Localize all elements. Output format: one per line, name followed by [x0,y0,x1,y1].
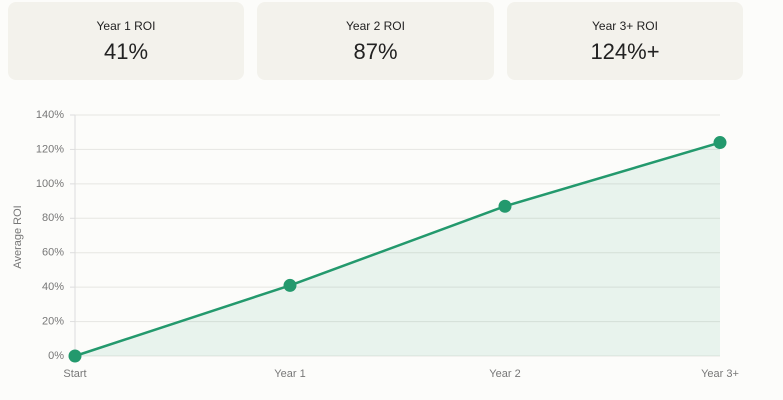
stat-card: Year 3+ ROI 124%+ [507,2,743,80]
x-tick-label: Start [63,368,86,380]
y-tick-label: 0% [48,350,64,362]
card-value: 87% [353,39,398,64]
y-tick-label: 40% [42,281,64,293]
y-tick-label: 100% [36,178,64,190]
card-value: 41% [103,39,149,64]
x-tick-label: Year 1 [274,368,305,380]
y-tick-label: 20% [42,315,64,327]
card-label: Year 3+ ROI [592,19,658,33]
y-tick-label: 120% [36,143,64,155]
stat-card: Year 1 ROI 41% [8,2,244,80]
stat-card: Year 2 ROI 87% [257,2,494,80]
point [68,349,82,363]
card-value: 124%+ [590,39,660,64]
x-tick-label: Year 2 [489,368,520,380]
area [75,142,720,356]
point [498,199,512,213]
y-tick-label: 140% [36,109,64,121]
y-tick-label: 80% [42,212,64,224]
x-tick-label: Year 3+ [701,368,739,380]
point [283,278,297,292]
card-label: Year 1 ROI [96,19,156,33]
point [713,136,727,150]
y-axis-title: Average ROI [12,205,24,268]
line [74,141,721,358]
card-label: Year 2 ROI [346,19,405,33]
y-tick-label: 60% [42,247,64,259]
